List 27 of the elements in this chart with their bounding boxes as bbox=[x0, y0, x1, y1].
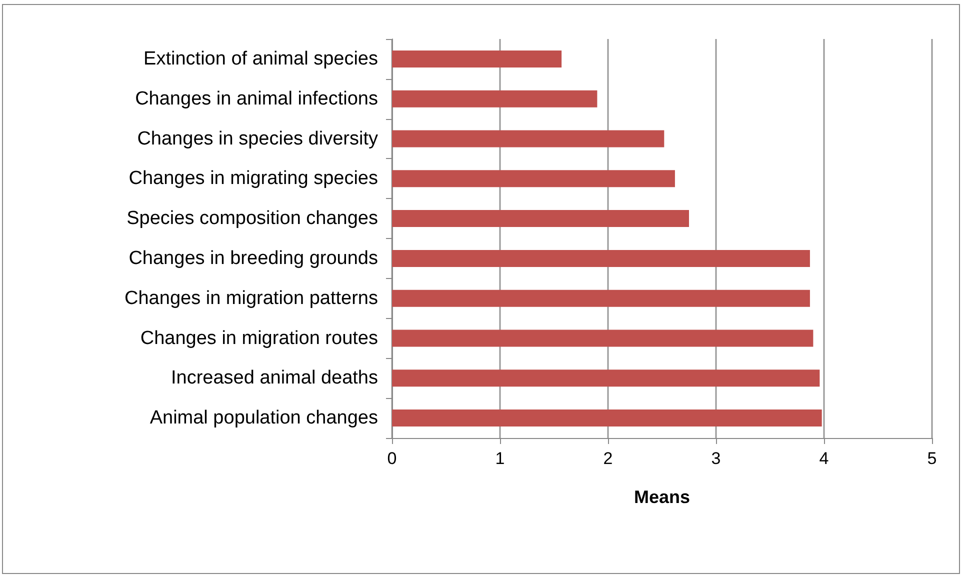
y-tick-label: Changes in animal infections bbox=[135, 88, 378, 110]
bar bbox=[392, 410, 822, 427]
x-tick-label: 0 bbox=[387, 449, 397, 468]
bar bbox=[392, 250, 810, 267]
x-tick-label: 2 bbox=[603, 449, 613, 468]
y-tick-label: Changes in breeding grounds bbox=[128, 248, 378, 269]
bar bbox=[392, 50, 562, 68]
bar bbox=[392, 130, 664, 148]
x-tick-label: 3 bbox=[711, 449, 721, 468]
x-tick-label: 1 bbox=[495, 449, 505, 468]
x-tick-label: 4 bbox=[819, 449, 829, 468]
y-tick-label: Changes in migrating species bbox=[128, 168, 378, 190]
y-tick-label: Increased animal deaths bbox=[170, 368, 378, 389]
bar bbox=[392, 370, 820, 387]
bar bbox=[392, 330, 814, 347]
y-tick-label: Changes in migration routes bbox=[140, 328, 378, 349]
x-axis-title: Means bbox=[634, 487, 690, 507]
y-tick-label: Animal population changes bbox=[150, 408, 378, 429]
y-tick-label: Extinction of animal species bbox=[144, 48, 378, 70]
y-tick-label: Species composition changes bbox=[126, 208, 378, 230]
bar bbox=[392, 290, 810, 307]
y-tick-label: Changes in species diversity bbox=[137, 128, 378, 150]
bar bbox=[392, 210, 689, 228]
x-tick-label: 5 bbox=[927, 449, 937, 468]
y-tick-label: Changes in migration patterns bbox=[124, 288, 378, 309]
bar bbox=[392, 90, 598, 108]
bar bbox=[392, 170, 675, 188]
